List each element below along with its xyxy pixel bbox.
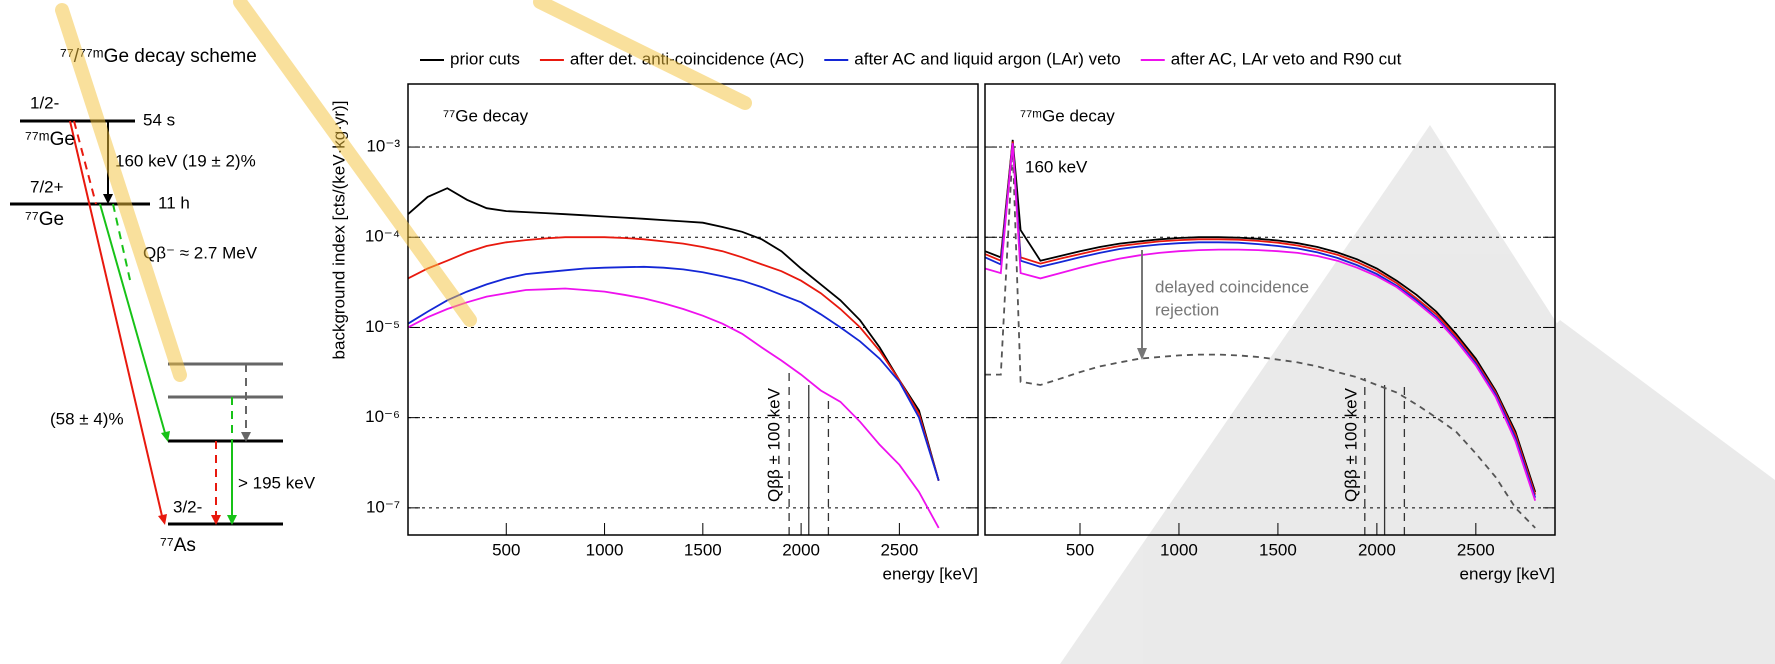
plot-frame bbox=[407, 83, 979, 536]
series-line bbox=[984, 143, 1537, 501]
y-tick-label: 10⁻³ bbox=[366, 137, 400, 156]
highlight-stroke bbox=[55, 3, 187, 382]
x-tick-label: 1500 bbox=[1259, 540, 1297, 559]
highlight-stroke bbox=[233, 0, 477, 327]
series-line bbox=[984, 143, 1537, 498]
legend-label: after det. anti-coincidence (AC) bbox=[570, 49, 804, 68]
series-line bbox=[407, 265, 940, 481]
legend-label: prior cuts bbox=[450, 49, 520, 68]
rejected-line bbox=[985, 146, 1536, 529]
x-tick-label: 1500 bbox=[684, 540, 722, 559]
spin: 7/2+ bbox=[30, 177, 64, 196]
x-tick-label: 2000 bbox=[1358, 540, 1396, 559]
q-window-label: Qββ ± 100 keV bbox=[764, 387, 783, 502]
y-tick-label: 10⁻⁷ bbox=[366, 497, 400, 516]
watermark-triangle bbox=[1240, 320, 1775, 664]
nucleus: ⁷⁷Ge bbox=[25, 209, 64, 230]
y-tick-label: 10⁻⁶ bbox=[365, 407, 400, 426]
arrowhead bbox=[211, 515, 221, 525]
panel-label: ⁷⁷ᵐGe decay bbox=[1020, 106, 1115, 125]
x-tick-label: 2000 bbox=[782, 540, 820, 559]
q-value: Qβ⁻ ≈ 2.7 MeV bbox=[143, 243, 258, 262]
nucleus: ⁷⁷ᵐGe bbox=[25, 129, 75, 150]
y-tick-label: 10⁻⁴ bbox=[365, 227, 400, 246]
arrowhead bbox=[161, 431, 170, 442]
highlight-strokes bbox=[55, 0, 752, 382]
arrowhead bbox=[158, 514, 167, 525]
watermark-triangle bbox=[1180, 500, 1650, 664]
series-line bbox=[407, 187, 940, 481]
y-tick-label: 10⁻⁵ bbox=[365, 317, 400, 336]
scheme-title: ⁷⁷/⁷⁷ᵐGe decay scheme bbox=[60, 46, 257, 67]
series-line bbox=[984, 141, 1537, 495]
legend-label: after AC and liquid argon (LAr) veto bbox=[854, 49, 1120, 68]
gamma-label: > 195 keV bbox=[238, 473, 316, 492]
x-tick-label: 2500 bbox=[880, 540, 918, 559]
highlight-stroke bbox=[533, 0, 752, 110]
arrow bbox=[99, 203, 166, 434]
arrowhead bbox=[241, 432, 251, 442]
series-line bbox=[984, 139, 1537, 493]
x-tick-label: 1000 bbox=[586, 540, 624, 559]
spin: 1/2- bbox=[30, 93, 59, 112]
annotation: 160 keV bbox=[1025, 157, 1088, 176]
panel-label: ⁷⁷Ge decay bbox=[443, 106, 529, 125]
branch-label: (58 ± 4)% bbox=[50, 409, 124, 428]
annotation: rejection bbox=[1155, 300, 1219, 319]
watermark-triangle bbox=[1060, 125, 1775, 664]
annotation: delayed coincidence bbox=[1155, 277, 1309, 296]
x-tick-label: 500 bbox=[492, 540, 520, 559]
y-axis-label: background index [cts/(keV·kg·yr)] bbox=[329, 101, 348, 360]
x-axis-label: energy [keV] bbox=[1460, 564, 1555, 583]
x-axis-label: energy [keV] bbox=[883, 564, 978, 583]
transition-label: 160 keV (19 ± 2)% bbox=[115, 151, 256, 170]
decay-scheme: ⁷⁷/⁷⁷ᵐGe decay scheme 1/2- ⁷⁷ᵐGe 54 s 7/… bbox=[10, 46, 316, 556]
x-tick-label: 500 bbox=[1066, 540, 1094, 559]
q-window-label: Qββ ± 100 keV bbox=[1341, 387, 1360, 502]
halflife: 11 h bbox=[158, 193, 190, 212]
legend-label: after AC, LAr veto and R90 cut bbox=[1171, 49, 1402, 68]
series-line bbox=[407, 236, 940, 481]
arrowhead bbox=[227, 515, 237, 525]
x-tick-label: 1000 bbox=[1160, 540, 1198, 559]
arrow bbox=[69, 120, 163, 517]
spin: 3/2- bbox=[173, 497, 202, 516]
series-line bbox=[407, 287, 940, 529]
plot-frame bbox=[984, 83, 1556, 536]
nucleus: ⁷⁷As bbox=[160, 535, 196, 556]
watermark bbox=[1060, 125, 1775, 664]
x-tick-label: 2500 bbox=[1457, 540, 1495, 559]
arrow bbox=[73, 120, 97, 205]
annotation-arrowhead bbox=[1137, 348, 1147, 360]
halflife: 54 s bbox=[143, 110, 175, 129]
arrowhead bbox=[103, 194, 113, 204]
